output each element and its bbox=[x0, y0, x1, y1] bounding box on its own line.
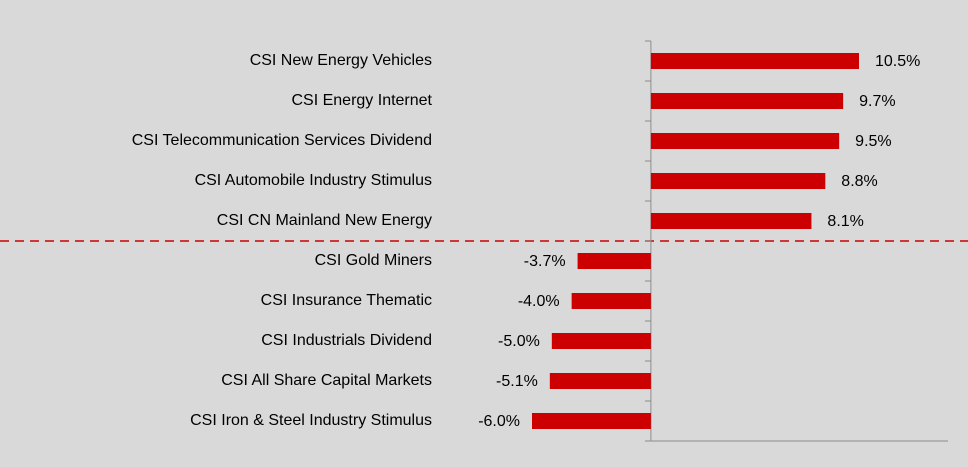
bar bbox=[551, 333, 651, 349]
value-label: -4.0% bbox=[518, 293, 560, 310]
value-label: -5.1% bbox=[496, 373, 538, 390]
category-label: CSI Automobile Industry Stimulus bbox=[195, 172, 432, 189]
category-label: CSI Industrials Dividend bbox=[261, 332, 432, 349]
value-label: 10.5% bbox=[875, 53, 920, 70]
bar bbox=[577, 253, 651, 269]
category-label: CSI Energy Internet bbox=[291, 92, 432, 109]
value-label: -6.0% bbox=[478, 413, 520, 430]
category-label: CSI New Energy Vehicles bbox=[250, 52, 432, 69]
bar bbox=[650, 93, 844, 109]
bar bbox=[650, 53, 859, 69]
category-label: CSI All Share Capital Markets bbox=[221, 372, 432, 389]
category-label: CSI Iron & Steel Industry Stimulus bbox=[190, 412, 432, 429]
value-label: 8.8% bbox=[841, 173, 877, 190]
value-label: -5.0% bbox=[498, 333, 540, 350]
bar bbox=[650, 173, 826, 189]
bar bbox=[571, 293, 651, 309]
value-label: 8.1% bbox=[827, 213, 863, 230]
bar bbox=[650, 133, 840, 149]
bar bbox=[549, 373, 651, 389]
bar bbox=[532, 413, 651, 429]
value-label: 9.7% bbox=[859, 93, 895, 110]
bar bbox=[650, 213, 812, 229]
value-label: -3.7% bbox=[524, 253, 566, 270]
category-label: CSI Telecommunication Services Dividend bbox=[132, 132, 432, 149]
category-label: CSI Insurance Thematic bbox=[261, 292, 432, 309]
category-label: CSI CN Mainland New Energy bbox=[217, 212, 432, 229]
category-label: CSI Gold Miners bbox=[315, 252, 432, 269]
value-label: 9.5% bbox=[855, 133, 891, 150]
